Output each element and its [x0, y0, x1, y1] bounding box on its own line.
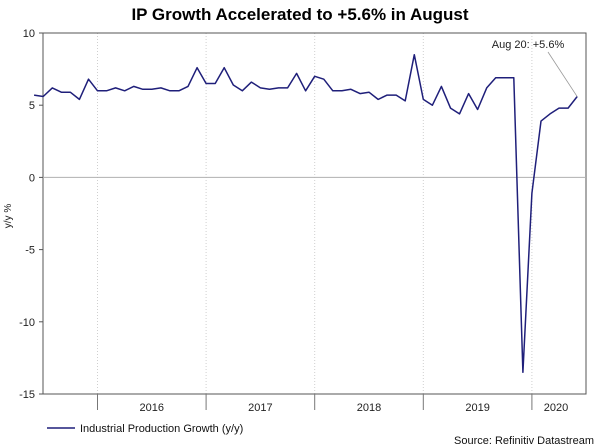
series-line-industrial-production	[33, 53, 578, 374]
y-tick-label: -15	[19, 389, 35, 401]
legend: Industrial Production Growth (y/y)	[47, 423, 243, 435]
x-tick-label: 2020	[544, 402, 568, 414]
x-tick-label: 2018	[357, 402, 381, 414]
y-tick-label: 10	[23, 28, 35, 40]
x-tick-label: 2016	[140, 402, 164, 414]
x-tick-label: 2019	[465, 402, 489, 414]
annotation-leader	[547, 51, 578, 97]
legend-label: Industrial Production Growth (y/y)	[80, 423, 243, 435]
x-axis: 2016 2017 2018 2019 2020	[97, 394, 568, 414]
grid-lines	[97, 33, 533, 394]
y-tick-label: -10	[19, 317, 35, 329]
y-axis-label: y/y %	[3, 204, 14, 229]
y-tick-label: 0	[29, 172, 35, 184]
y-tick-label: -5	[25, 245, 35, 257]
y-axis: 10 5 0 -5 -10 -15	[19, 28, 43, 401]
source-note: Source: Refinitiv Datastream	[454, 435, 594, 447]
chart-title: IP Growth Accelerated to +5.6% in August	[131, 5, 468, 24]
y-tick-label: 5	[29, 100, 35, 112]
annotation-label: Aug 20: +5.6%	[492, 39, 565, 51]
x-tick-label: 2017	[248, 402, 272, 414]
